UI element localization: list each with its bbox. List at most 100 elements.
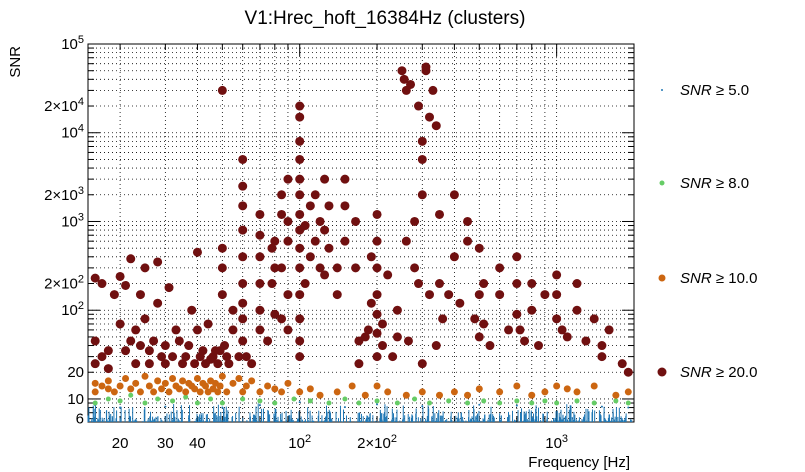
data-point-snr-10.0 bbox=[179, 377, 187, 385]
y-tick-label: 103 bbox=[61, 211, 84, 230]
data-point-snr-20.0 bbox=[479, 279, 489, 289]
data-point-snr-10.0 bbox=[216, 382, 224, 390]
data-point-snr-10.0 bbox=[624, 388, 632, 396]
data-point-snr-10.0 bbox=[191, 385, 199, 393]
data-point-snr-10.0 bbox=[435, 391, 443, 399]
data-point-snr-20.0 bbox=[377, 319, 387, 329]
data-point-snr-20.0 bbox=[310, 236, 320, 246]
legend-label: SNR ≥ 5.0 bbox=[680, 82, 749, 99]
data-point-snr-20.0 bbox=[399, 74, 409, 84]
data-point-snr-20.0 bbox=[234, 352, 244, 362]
grid-lines bbox=[88, 43, 635, 422]
x-tick-labels: 20 30 40 102 2×102 103 bbox=[112, 433, 568, 452]
data-point-snr-20.0 bbox=[184, 341, 194, 351]
data-point-snr-10.0 bbox=[158, 385, 166, 393]
y-tick-label: 2×102 bbox=[44, 274, 84, 293]
data-point-snr-20.0 bbox=[217, 263, 227, 273]
data-point-snr-10.0 bbox=[496, 388, 504, 396]
data-point-snr-10.0 bbox=[450, 388, 458, 396]
data-point-snr-5 bbox=[515, 404, 518, 407]
data-point-snr-20.0 bbox=[310, 190, 320, 200]
data-point-snr-20.0 bbox=[434, 279, 444, 289]
data-point-snr-20.0 bbox=[324, 243, 334, 253]
y-tick-label: 2×103 bbox=[44, 185, 84, 204]
data-point-snr-8.0 bbox=[374, 398, 380, 404]
data-point-snr-10.0 bbox=[154, 377, 162, 385]
data-point-snr-20.0 bbox=[255, 325, 265, 335]
legend: SNR ≥ 5.0 SNR ≥ 8.0 SNR ≥ 10.0 SNR ≥ 20.0 bbox=[657, 82, 757, 381]
data-point-snr-5 bbox=[376, 403, 379, 406]
data-point-snr-20.0 bbox=[270, 309, 280, 319]
data-point-snr-8.0 bbox=[170, 398, 176, 404]
data-point-snr-20.0 bbox=[131, 359, 141, 369]
data-points bbox=[87, 62, 633, 422]
data-point-snr-20.0 bbox=[392, 332, 402, 342]
data-point-snr-5 bbox=[343, 406, 346, 409]
data-point-snr-20.0 bbox=[463, 216, 473, 226]
data-point-snr-20.0 bbox=[103, 346, 113, 356]
data-point-snr-10.0 bbox=[169, 375, 177, 383]
data-point-snr-5 bbox=[298, 401, 301, 404]
data-point-snr-10.0 bbox=[256, 388, 264, 396]
data-point-snr-20.0 bbox=[438, 314, 448, 324]
data-point-snr-20.0 bbox=[255, 252, 265, 262]
x-tick-label: 2×102 bbox=[357, 433, 397, 452]
data-point-snr-8.0 bbox=[142, 400, 148, 406]
data-point-snr-20.0 bbox=[131, 325, 141, 335]
data-point-snr-20.0 bbox=[617, 359, 627, 369]
data-point-snr-8.0 bbox=[194, 400, 200, 406]
data-point-snr-8.0 bbox=[117, 398, 123, 404]
data-point-snr-8.0 bbox=[356, 400, 362, 406]
data-point-snr-20.0 bbox=[351, 263, 361, 273]
data-point-snr-20.0 bbox=[354, 336, 364, 346]
y-tick-label: 2×104 bbox=[44, 96, 84, 115]
data-point-snr-10.0 bbox=[193, 375, 201, 383]
data-point-snr-20.0 bbox=[604, 325, 614, 335]
data-point-snr-20.0 bbox=[263, 336, 273, 346]
x-tick-label: 103 bbox=[545, 433, 568, 452]
data-point-snr-20.0 bbox=[332, 290, 342, 300]
data-point-snr-20.0 bbox=[315, 216, 325, 226]
data-point-snr-20.0 bbox=[424, 290, 434, 300]
data-point-snr-8.0 bbox=[394, 400, 400, 406]
data-point-snr-20.0 bbox=[557, 325, 567, 335]
data-point-snr-20.0 bbox=[421, 62, 431, 72]
data-point-snr-20.0 bbox=[238, 225, 248, 235]
data-point-snr-5 bbox=[627, 406, 630, 409]
data-point-snr-10.0 bbox=[116, 382, 124, 390]
data-point-snr-20.0 bbox=[238, 336, 248, 346]
data-point-snr-10.0 bbox=[104, 385, 112, 393]
data-point-snr-20.0 bbox=[410, 263, 420, 273]
data-point-snr-10.0 bbox=[464, 391, 472, 399]
data-point-snr-20.0 bbox=[97, 352, 107, 362]
data-point-snr-10.0 bbox=[202, 382, 210, 390]
data-point-snr-20.0 bbox=[222, 352, 232, 362]
data-point-snr-20.0 bbox=[295, 263, 305, 273]
data-point-snr-5 bbox=[600, 405, 603, 408]
data-point-snr-20.0 bbox=[363, 325, 373, 335]
data-point-snr-20.0 bbox=[126, 254, 136, 264]
data-point-snr-20.0 bbox=[295, 190, 305, 200]
data-point-snr-8.0 bbox=[208, 396, 214, 402]
data-point-snr-8.0 bbox=[105, 396, 111, 402]
data-point-snr-5 bbox=[478, 403, 481, 406]
data-point-snr-8.0 bbox=[574, 398, 580, 404]
data-point-snr-20.0 bbox=[295, 136, 305, 146]
data-point-snr-8.0 bbox=[613, 398, 619, 404]
y-tick-label: 105 bbox=[61, 34, 84, 53]
data-point-snr-20.0 bbox=[295, 243, 305, 253]
data-point-snr-10.0 bbox=[214, 388, 222, 396]
data-point-snr-20.0 bbox=[572, 305, 582, 315]
data-point-snr-20.0 bbox=[504, 325, 514, 335]
data-point-snr-10.0 bbox=[418, 388, 426, 396]
data-point-snr-20.0 bbox=[512, 252, 522, 262]
data-point-snr-20.0 bbox=[397, 66, 407, 76]
x-tick-label: 20 bbox=[112, 435, 129, 452]
x-tick-label: 102 bbox=[288, 433, 311, 452]
data-point-snr-20.0 bbox=[340, 174, 350, 184]
y-axis-label: SNR bbox=[7, 46, 24, 78]
data-point-snr-8.0 bbox=[183, 394, 189, 400]
data-point-snr-20.0 bbox=[515, 325, 525, 335]
data-point-snr-20.0 bbox=[485, 341, 495, 351]
data-point-snr-20.0 bbox=[597, 341, 607, 351]
